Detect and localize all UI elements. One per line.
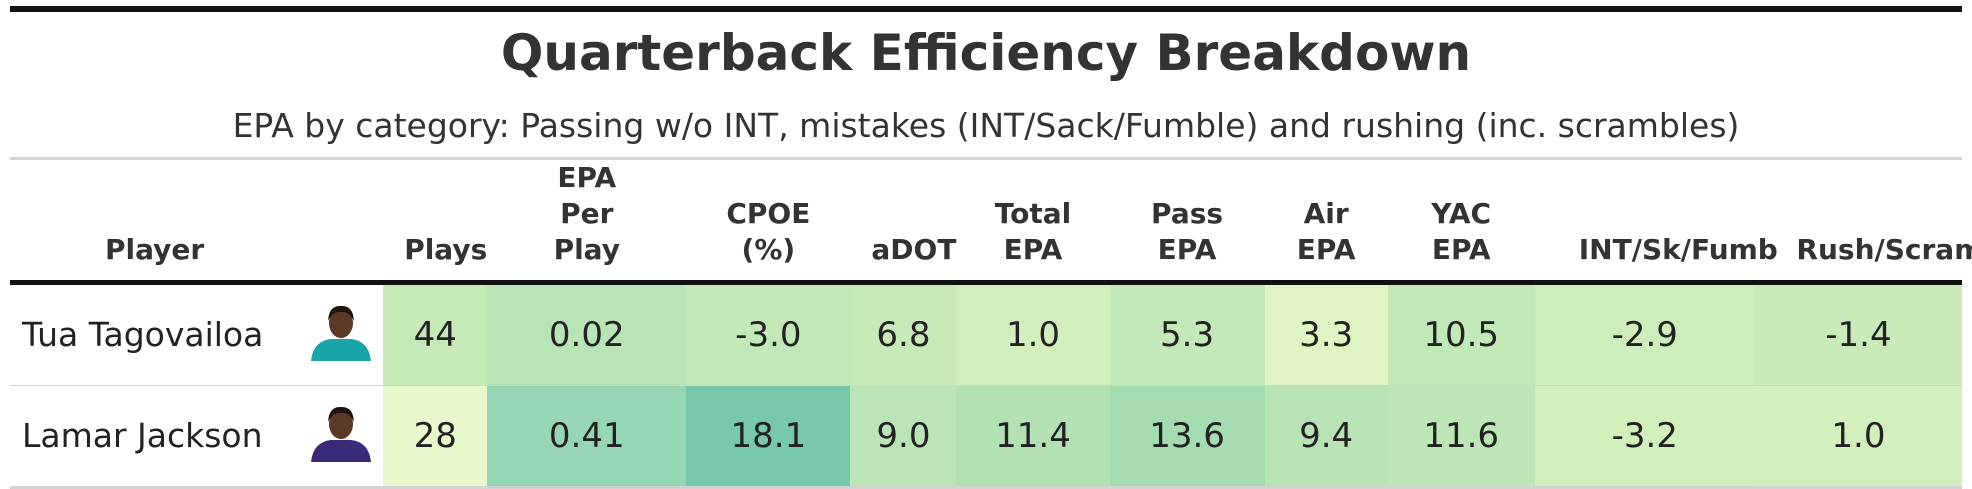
stat-cell: 28 — [383, 385, 488, 488]
header-text: Player — [104, 233, 205, 266]
header-text: INT/Sk/Fumb — [1578, 233, 1778, 266]
stat-cell: 6.8 — [850, 282, 957, 386]
column-header: Air EPA — [1264, 158, 1388, 285]
header-row: Player Plays EPA Per Play CPOE (%) aDOT Total… — [10, 158, 1972, 285]
page: Quarterback Efficiency Breakdown EPA by … — [10, 6, 1972, 489]
stat-cell: 18.1 — [686, 385, 851, 488]
column-header: Pass EPA — [1109, 158, 1265, 285]
title: Quarterback Efficiency Breakdown — [500, 24, 1472, 82]
headshot — [299, 282, 384, 386]
row: Lamar Jackson 28 0.41 18.1 9.0 11.4 13.6 9.4 11.… — [10, 385, 1962, 488]
stat-cell: 1.0 — [956, 282, 1110, 386]
column-header: aDOT — [850, 158, 957, 285]
stat-cell: -1.4 — [1754, 282, 1962, 386]
row: Tua Tagovailoa 44 0.02 -3.0 6.8 1.0 5.3 3.3 10.5… — [10, 282, 1962, 386]
stat-cell: 1.0 — [1754, 385, 1962, 488]
stat-cell: 0.41 — [487, 385, 687, 488]
headshot — [299, 386, 383, 488]
stat-cell: 0.02 — [487, 282, 687, 386]
stat-cell: 5.3 — [1109, 282, 1265, 386]
stat-cell: 9.4 — [1264, 385, 1388, 488]
column-header: Rush/Scram — [1754, 158, 1972, 285]
header-text: YAC EPA — [1431, 197, 1492, 266]
table: Player Plays EPA Per Play CPOE (%) aDOT Total… — [10, 157, 1972, 489]
subtitle: EPA by category: Passing w/o INT, mistak… — [232, 106, 1740, 145]
header-text: Plays — [404, 233, 488, 266]
stat-cell: -2.9 — [1534, 282, 1755, 386]
header-text: aDOT — [871, 233, 957, 266]
header-text: CPOE (%) — [726, 197, 811, 266]
stat-cell: 13.6 — [1109, 385, 1265, 488]
column-header: CPOE (%) — [686, 158, 851, 285]
header-text: EPA Per Play — [553, 161, 620, 266]
headshot-icon — [311, 406, 372, 462]
column-header: EPA Per Play — [487, 158, 687, 285]
column-header: YAC EPA — [1387, 158, 1535, 285]
header-text: Total EPA — [994, 197, 1072, 266]
top-rule — [10, 6, 1962, 12]
stat-cell: 9.0 — [850, 385, 957, 488]
column-header: INT/Sk/Fumb — [1534, 158, 1778, 285]
stat-cell: 10.5 — [1387, 282, 1535, 386]
column-header: Total EPA — [956, 158, 1110, 285]
player-name: Tua Tagovailoa — [10, 282, 300, 386]
stat-cell: 11.6 — [1387, 385, 1535, 488]
header-text: Pass EPA — [1151, 197, 1224, 266]
header-text: Rush/Scram — [1796, 233, 1972, 266]
headshot-icon — [311, 305, 372, 361]
column-header: Plays — [383, 158, 488, 285]
stat-cell: 3.3 — [1264, 282, 1388, 386]
stat-cell: 11.4 — [956, 385, 1110, 488]
stat-cell: 44 — [383, 282, 488, 386]
column-header: Player — [10, 158, 300, 285]
stat-cell: -3.2 — [1534, 385, 1755, 488]
header-text: Air EPA — [1296, 197, 1356, 266]
header-spacer — [299, 158, 384, 285]
player-name: Lamar Jackson — [22, 416, 263, 455]
stat-cell: -3.0 — [686, 282, 851, 386]
